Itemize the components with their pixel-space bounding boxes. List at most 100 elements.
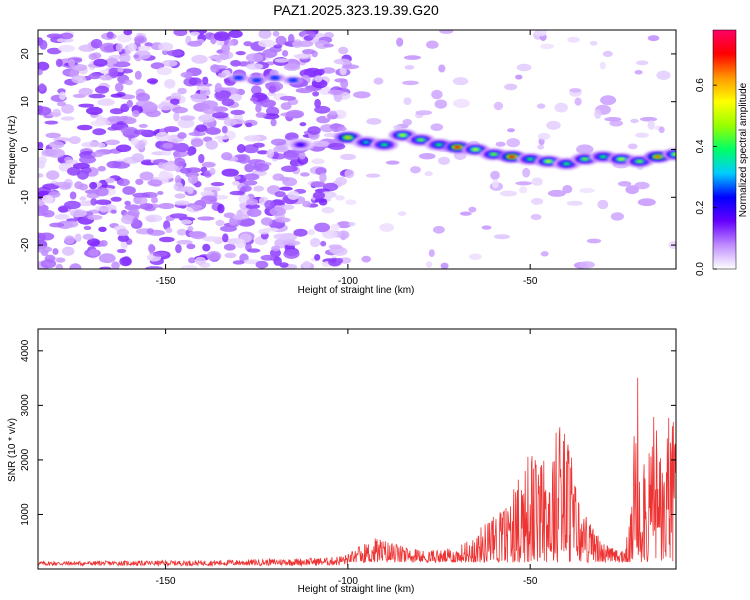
spectrogram-cell <box>99 205 109 213</box>
spectrogram-cell <box>201 161 216 168</box>
spectrogram-cell <box>252 142 265 148</box>
spectrogram-cell <box>194 256 207 265</box>
spectrogram-cell <box>635 132 649 138</box>
spectrogram-cell <box>91 151 104 158</box>
spectrogram-cell <box>253 185 265 192</box>
spectrogram-cell <box>333 94 343 103</box>
spectrogram-cell <box>339 66 347 76</box>
spectrogram-cell <box>336 221 352 229</box>
spectrogram-cell <box>627 143 638 150</box>
spectrogram-cell <box>68 58 76 68</box>
signal-track <box>228 73 676 170</box>
spectrogram-cell <box>146 78 159 84</box>
spectrogram-cell <box>404 55 421 60</box>
spectrogram-cell <box>273 256 282 266</box>
spectrogram-cell <box>314 98 321 108</box>
spectrogram-cell <box>190 204 203 210</box>
spectrogram-cell <box>87 214 103 220</box>
spectrogram-cell <box>338 46 349 55</box>
signal-track-point <box>599 155 607 159</box>
spectrogram-cell <box>262 48 278 58</box>
spectrogram-cell <box>40 249 49 257</box>
spectrogram-cell <box>335 195 345 201</box>
spectrogram-cell <box>55 58 63 68</box>
snr-x-tick-label: -50 <box>523 576 538 587</box>
spectrogram-cell <box>188 131 206 137</box>
spectrogram-cell <box>202 76 209 85</box>
spectrogram-cell <box>302 200 311 208</box>
spectrogram-cell <box>215 56 222 63</box>
spectrogram-cell <box>95 187 109 197</box>
spectrogram-cell <box>147 179 163 187</box>
spectrogram-cell <box>361 255 372 263</box>
spectrogram-cell <box>636 60 649 66</box>
spectrogram-cell <box>221 125 228 134</box>
spectrogram-cell <box>69 191 77 200</box>
signal-track-point <box>672 152 676 156</box>
spectrogram-cell <box>74 181 83 190</box>
spectrogram-cell <box>247 248 261 253</box>
spectrogram-cell <box>127 42 137 52</box>
spectrogram-cell <box>38 61 50 71</box>
colorbar: 0.0 0.2 0.4 0.6 Normalized spectral amplitu… <box>695 29 749 276</box>
spectrogram-cell <box>531 197 544 205</box>
snr-frame <box>37 328 677 570</box>
spectrogram-cell <box>38 68 43 76</box>
spectrogram-cell <box>91 52 102 59</box>
spectrogram-cell <box>235 239 246 249</box>
spectrogram-cell <box>79 196 87 202</box>
spectrogram-cell <box>348 222 356 227</box>
spectrogram-cell <box>328 142 346 150</box>
spectrogram-cell <box>438 156 450 165</box>
spectrogram-cell <box>174 200 190 206</box>
snr-y-tick-label: 3000 <box>20 394 31 417</box>
spectrogram-cell <box>600 95 617 106</box>
spectrogram-cell <box>410 166 421 174</box>
spectrogram-cell <box>287 190 300 200</box>
spectrogram-cell <box>253 162 270 172</box>
spectrogram-cell <box>396 37 404 47</box>
spectrogram-cell <box>166 49 183 57</box>
spectrogram-cell <box>519 186 528 194</box>
spectrogram-cell <box>314 222 331 233</box>
spectrogram-cell <box>599 61 606 70</box>
spectrogram-cell <box>546 120 561 130</box>
spectrogram-cell <box>124 200 131 206</box>
signal-track-point <box>636 159 643 163</box>
spectrogram-cell <box>195 124 208 132</box>
snr-y-label: SNR (10 * v/v) <box>7 418 18 482</box>
spectrogram-cell <box>222 47 230 55</box>
spectrogram-cell <box>246 208 262 218</box>
spectrogram-cell <box>133 129 151 135</box>
spectrogram-cell <box>240 185 252 192</box>
colorbar-tick-label: 0.2 <box>695 200 706 214</box>
spectrogram-cell <box>322 229 338 239</box>
spectrogram-cell <box>279 186 293 191</box>
spectrogram-cell <box>87 238 101 247</box>
spectrogram-cell <box>260 254 275 261</box>
spectrogram-cell <box>202 107 216 115</box>
spectrogram-cell <box>90 120 107 127</box>
spectrogram-cell <box>345 199 357 205</box>
spectrogram-cell <box>589 40 598 46</box>
spectrogram-cell <box>224 252 237 259</box>
spectrogram-cell <box>431 89 443 100</box>
spectrogram-cell <box>262 113 280 120</box>
colorbar-gradient <box>713 30 736 269</box>
spectrogram-cell <box>176 239 193 245</box>
spectrogram-cell <box>279 176 290 182</box>
spectrogram-cell <box>547 189 566 197</box>
spectrogram-cell <box>198 114 216 123</box>
spectrogram-cell <box>58 206 69 213</box>
spectrogram-cell <box>110 93 123 98</box>
spectrogram-cell <box>245 203 260 210</box>
spectrogram-cell <box>165 227 173 234</box>
spectrogram-cell <box>139 203 154 210</box>
spectrogram-cell <box>144 42 153 47</box>
spectrogram-cell <box>430 123 444 131</box>
spectrogram-cell <box>74 233 82 242</box>
spectrogram-cell <box>274 191 286 198</box>
spectrogram-cell <box>88 73 102 80</box>
spectrogram-cell <box>52 248 59 255</box>
